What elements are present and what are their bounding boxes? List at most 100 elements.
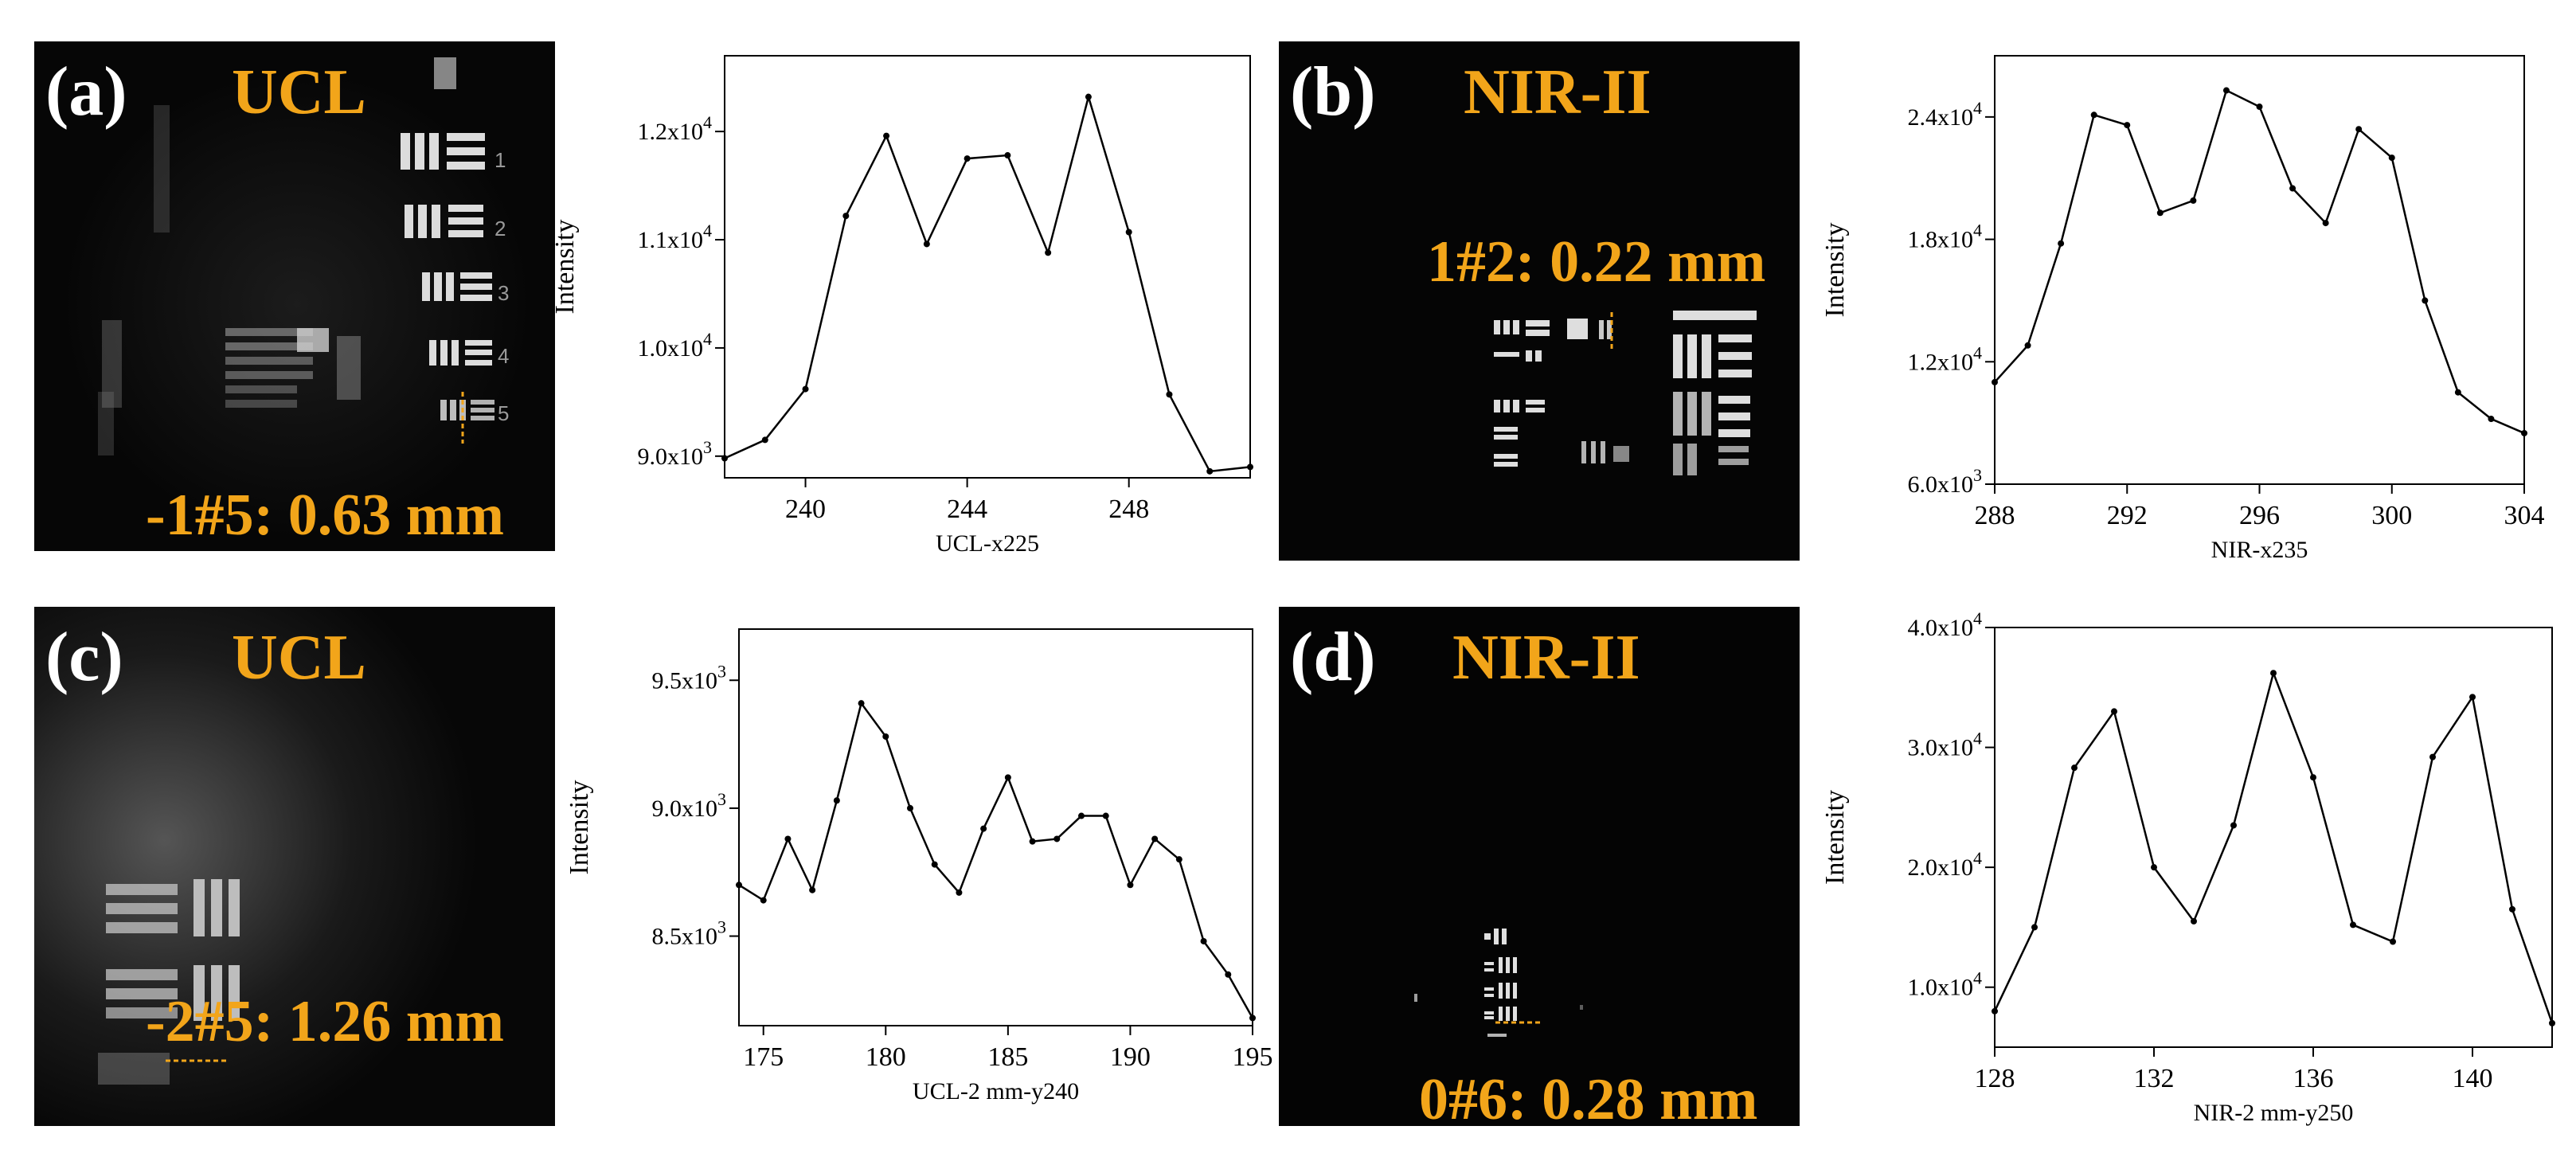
chart-c-ytick-label: 9.0x103 <box>652 789 727 822</box>
chart-b-ytick-label: 1.2x104 <box>1908 342 1983 375</box>
chart-d-point <box>2111 708 2117 715</box>
chart-a-ytick-label: 1.0x104 <box>638 329 713 362</box>
chart-c-point <box>1078 812 1085 819</box>
chart-d-point <box>2310 774 2316 781</box>
chart-b-ytick-label: 1.8x104 <box>1908 221 1983 253</box>
chart-a-point <box>1085 93 1092 100</box>
chart-c-point <box>1151 835 1159 843</box>
chart-b-point <box>2256 104 2263 111</box>
panel-c-target-pattern <box>34 607 555 1126</box>
chart-a-xtick-label: 244 <box>947 495 987 524</box>
chart-c-series-line <box>738 701 1254 1018</box>
chart-b-point <box>2322 220 2329 227</box>
chart-d-point <box>2390 938 2396 945</box>
panel-c-letter: (c) <box>45 619 123 696</box>
chart-c-ylabel: Intensity <box>565 780 594 875</box>
chart-a-point <box>1045 249 1052 256</box>
chart-c-point <box>736 882 742 889</box>
chart-c-point <box>809 886 816 893</box>
chart-b-xtick-label: 300 <box>2371 501 2412 530</box>
chart-b-point <box>2156 209 2164 217</box>
chart-d-point <box>2151 864 2157 871</box>
chart-d-ytick-label: 2.0x104 <box>1908 848 1983 881</box>
chart-d-point <box>2031 924 2038 931</box>
panel-d-letter: (d) <box>1290 619 1376 696</box>
chart-b-xtick-label: 288 <box>1975 501 2015 530</box>
panel-a-letter: (a) <box>45 53 127 131</box>
chart-c-point <box>1029 838 1036 845</box>
chart-c-point <box>760 897 767 904</box>
chart-c-point <box>1249 1015 1256 1022</box>
chart-d-point <box>2509 905 2515 913</box>
chart-a-ylabel: Intensity <box>550 220 580 315</box>
panel-b-modality: NIR-II <box>1464 57 1652 127</box>
chart-b-point <box>2222 87 2230 94</box>
chart-c-point <box>1102 812 1109 819</box>
chart-a-point <box>761 436 768 444</box>
chart-b-point <box>2190 197 2197 204</box>
chart-a-ytick-label: 1.1x104 <box>638 221 713 253</box>
chart-d-xtick-label: 128 <box>1975 1064 2015 1093</box>
chart-b-point <box>2124 122 2131 129</box>
chart-b-point <box>1992 378 1998 385</box>
chart-d-ytick-label: 3.0x104 <box>1908 729 1983 761</box>
chart-c-point <box>1053 835 1061 843</box>
chart-a-point <box>883 132 890 139</box>
chart-b-point <box>2355 126 2363 133</box>
panel-c-modality: UCL <box>232 623 366 693</box>
chart-d-xtick-label: 140 <box>2453 1064 2493 1093</box>
chart-c-xtick-label: 185 <box>987 1042 1028 1072</box>
svg-text:5: 5 <box>498 401 509 425</box>
chart-b-xtick-label: 296 <box>2239 501 2280 530</box>
chart-d-point <box>2230 822 2237 829</box>
chart-c-point <box>1200 937 1207 944</box>
chart-c-frame <box>738 628 1253 1026</box>
chart-c-point <box>784 835 792 843</box>
chart-d-point <box>2549 1019 2555 1026</box>
chart-c-ytick-label: 9.5x103 <box>652 661 727 694</box>
chart-a-point <box>1247 463 1253 471</box>
chart-c-xtick-label: 195 <box>1233 1042 1273 1072</box>
panel-d-resolution: 0#6: 0.28 mm <box>1419 1067 1758 1126</box>
chart-d-xtick-label: 132 <box>2134 1064 2175 1093</box>
chart-b-point <box>2289 185 2297 192</box>
chart-b-ytick-label: 6.0x103 <box>1908 465 1983 498</box>
panel-b-resolution: 1#2: 0.22 mm <box>1427 229 1766 295</box>
svg-text:4: 4 <box>498 344 509 368</box>
chart-b-ytick-label: 2.4x104 <box>1908 98 1983 131</box>
chart-d-series-line <box>1993 670 2554 1024</box>
panel-c-image: (c) UCL -2#5: 1.26 mm <box>34 607 555 1126</box>
chart-a-point <box>964 155 971 162</box>
chart-c-point <box>1175 856 1182 863</box>
chart-c-point <box>980 825 987 832</box>
chart-a-point <box>1125 229 1132 236</box>
chart-c-xtick-label: 180 <box>866 1042 906 1072</box>
chart-b-point <box>2058 240 2065 247</box>
chart-a-point <box>842 213 850 220</box>
chart-a-point <box>923 240 930 248</box>
chart-b-ylabel: Intensity <box>1820 223 1850 318</box>
chart-b-point <box>2454 389 2461 396</box>
panel-d-image: (d) NIR-II 0#6: 0.28 mm <box>1279 607 1800 1126</box>
chart-b-point <box>2090 111 2097 119</box>
chart-a-point <box>1206 467 1214 475</box>
panel-a-modality: UCL <box>232 57 366 127</box>
chart-b-xtick-label: 304 <box>2504 501 2545 530</box>
chart-d-xtick-label: 136 <box>2293 1064 2334 1093</box>
chart-a-ytick-label: 9.0x103 <box>638 437 713 470</box>
chart-d-point <box>2270 670 2277 677</box>
chart-c-point <box>956 889 963 896</box>
chart-a-point <box>721 455 728 462</box>
panel-a-target-pattern: 1 2 3 4 5 <box>34 41 555 551</box>
chart-c-xtick-label: 190 <box>1110 1042 1151 1072</box>
panel-b-letter: (b) <box>1290 53 1376 131</box>
panel-b-image: (b) NIR-II 1#2: 0.22 mm <box>1279 41 1800 561</box>
chart-b-point <box>2488 416 2495 423</box>
chart-b-point <box>2422 297 2429 304</box>
chart-a-xlabel: UCL-x225 <box>936 530 1039 557</box>
